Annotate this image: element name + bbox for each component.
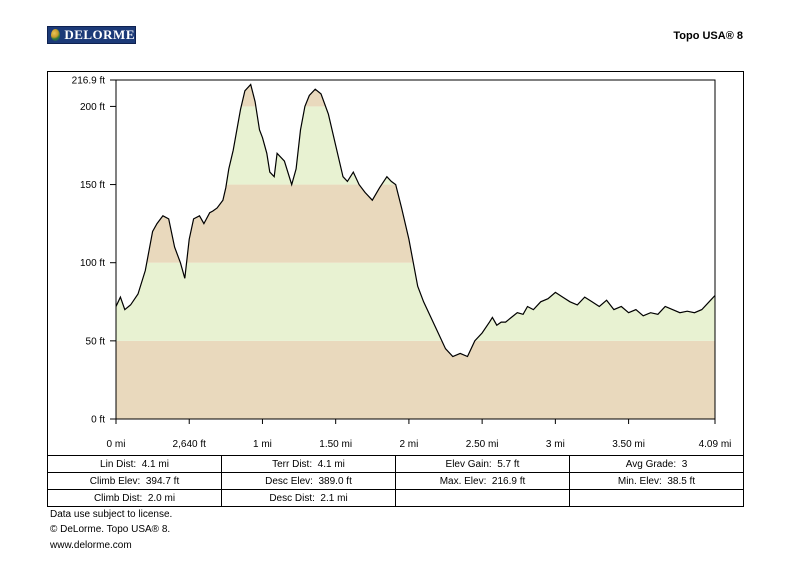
profile-frame [47, 71, 744, 507]
plot-area-border [115, 79, 716, 420]
y-tick-label: 150 ft [80, 180, 105, 191]
elevation-profile-line [115, 83, 716, 358]
footer-license: Data use subject to license. [50, 509, 173, 520]
y-tick-label: 0 ft [91, 415, 105, 426]
y-tick-label: 216.9 ft [72, 76, 106, 87]
y-tick-label: 50 ft [86, 336, 106, 347]
stats-table: Lin Dist: 4.1 mi Terr Dist: 4.1 mi Elev Ga… [47, 455, 744, 507]
x-tick-label: 2,640 ft [173, 439, 207, 450]
x-tick-label: 2 mi [399, 439, 418, 450]
stat-cell: Elev Gain: 5.7 ft [395, 455, 570, 473]
elevation-band [116, 340, 715, 419]
y-tick-label: 200 ft [80, 102, 105, 113]
stats-row: Climb Elev: 394.7 ft Desc Elev: 389.0 ft M… [47, 472, 744, 490]
elevation-bands [116, 84, 715, 419]
x-tick-label: 1.50 mi [319, 439, 352, 450]
y-tick-label: 100 ft [80, 258, 105, 269]
footer-copyright: © DeLorme. Topo USA® 8. [50, 524, 171, 535]
stat-cell [569, 489, 744, 507]
stat-cell: Terr Dist: 4.1 mi [221, 455, 396, 473]
product-name: Topo USA® 8 [673, 30, 743, 42]
stats-row: Climb Dist: 2.0 mi Desc Dist: 2.1 mi [47, 489, 744, 507]
x-tick-label: 4.09 mi [699, 439, 732, 450]
logo-text: DELORME [64, 27, 135, 42]
stat-cell [395, 489, 570, 507]
x-tick-label: 3 mi [546, 439, 565, 450]
stat-cell: Desc Elev: 389.0 ft [221, 472, 396, 490]
x-tick-label: 1 mi [253, 439, 272, 450]
x-tick-label: 2.50 mi [466, 439, 499, 450]
stat-cell: Avg Grade: 3 [569, 455, 744, 473]
elevation-band [116, 106, 715, 185]
stat-cell: Climb Dist: 2.0 mi [47, 489, 222, 507]
elevation-profile-chart: 0 ft 50 ft 100 ft 150 ft 200 ft 216.9 ft 0 mi 2… [72, 76, 732, 451]
stat-cell: Desc Dist: 2.1 mi [221, 489, 396, 507]
footer-website: www.delorme.com [50, 540, 132, 551]
stat-cell: Lin Dist: 4.1 mi [47, 455, 222, 473]
stat-cell: Climb Elev: 394.7 ft [47, 472, 222, 490]
x-tick-label: 3.50 mi [612, 439, 645, 450]
stat-cell: Min. Elev: 38.5 ft [569, 472, 744, 490]
globe-icon [51, 29, 61, 41]
elevation-band [116, 184, 715, 263]
elevation-band [116, 84, 715, 107]
delorme-logo: DELORME [47, 26, 136, 44]
stats-row: Lin Dist: 4.1 mi Terr Dist: 4.1 mi Elev Ga… [47, 455, 744, 473]
stat-cell: Max. Elev: 216.9 ft [395, 472, 570, 490]
x-tick-label: 0 mi [107, 439, 126, 450]
